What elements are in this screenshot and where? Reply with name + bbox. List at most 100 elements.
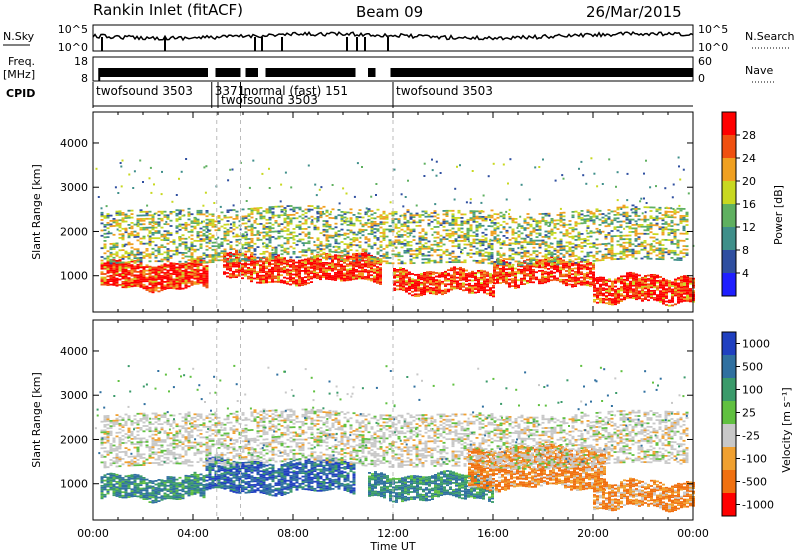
range-gate-cell [115, 263, 119, 266]
range-gate-cell [112, 225, 116, 227]
range-gate-cell [415, 256, 419, 259]
range-gate-cell [526, 264, 529, 266]
range-gate-cell [481, 258, 485, 261]
range-gate-cell [151, 271, 155, 274]
range-gate-cell [471, 292, 474, 294]
range-gate-cell [626, 291, 629, 294]
range-gate-cell [589, 285, 592, 287]
range-gate-cell [334, 240, 338, 243]
range-gate-cell [145, 289, 149, 291]
range-gate-cell [139, 271, 143, 274]
range-gate-cell [682, 220, 686, 223]
range-gate-cell [241, 247, 245, 250]
range-gate-cell [535, 236, 539, 238]
range-gate-cell [334, 272, 337, 274]
range-gate-cell [148, 287, 152, 289]
range-gate-cell [577, 244, 581, 246]
range-gate-cell [646, 254, 650, 256]
range-gate-cell [686, 284, 689, 286]
range-gate-cell [535, 222, 539, 224]
range-gate-cell [196, 236, 200, 239]
range-gate-cell [511, 253, 515, 255]
range-gate-cell [565, 231, 569, 233]
range-gate-cell [157, 269, 161, 272]
range-gate-cell [235, 240, 239, 243]
range-gate-cell [460, 224, 464, 226]
range-gate-cell [265, 250, 269, 253]
range-gate-cell [367, 264, 370, 267]
range-gate-cell [577, 263, 580, 265]
range-gate-cell [175, 273, 179, 276]
range-gate-cell [118, 273, 122, 276]
range-gate-cell [626, 282, 629, 285]
range-gate-cell [571, 246, 575, 249]
range-gate-cell [469, 211, 473, 214]
range-gate-cell [292, 277, 295, 279]
range-gate-cell [674, 278, 677, 281]
range-gate-cell [641, 299, 644, 302]
range-gate-cell [580, 266, 583, 268]
range-gate-cell [620, 282, 623, 285]
range-gate-cell [328, 254, 332, 256]
range-gate-cell [462, 273, 465, 276]
range-gate-cell [683, 277, 686, 279]
range-gate-cell [298, 228, 302, 230]
range-gate-cell [100, 234, 104, 237]
range-gate-cell [625, 234, 629, 237]
range-gate-cell [610, 221, 614, 224]
range-gate-cell [340, 279, 343, 282]
range-gate-cell [307, 240, 311, 243]
range-gate-cell [438, 279, 441, 282]
range-gate-cell [661, 231, 665, 234]
range-gate-cell [608, 289, 611, 291]
range-gate-cell [632, 283, 635, 285]
range-gate-cell [265, 260, 268, 263]
range-gate-cell [379, 258, 383, 261]
range-gate-cell [277, 225, 281, 227]
range-gate-cell [520, 241, 524, 244]
range-gate-cell [574, 281, 577, 284]
range-gate-cell [124, 275, 128, 278]
range-gate-cell [229, 273, 232, 275]
range-gate-cell [202, 268, 206, 271]
range-gate-cell [361, 268, 364, 271]
range-gate-cell [559, 224, 563, 227]
range-gate-cell [604, 255, 608, 258]
range-gate-cell [118, 256, 122, 259]
range-gate-cell [373, 217, 377, 220]
range-gate-cell [268, 261, 271, 264]
range-gate-cell [620, 293, 623, 295]
range-gate-cell [160, 235, 164, 238]
range-gate-cell [130, 252, 134, 254]
range-gate-cell [334, 249, 338, 252]
range-gate-cell [277, 216, 281, 219]
range-gate-cell [178, 243, 182, 245]
range-gate-cell [268, 274, 271, 276]
range-gate-cell [580, 276, 583, 279]
range-gate-cell [121, 254, 125, 257]
range-gate-cell [496, 238, 500, 240]
range-gate-cell [550, 251, 554, 254]
range-gate-cell [250, 211, 254, 214]
range-gate-cell [496, 264, 499, 267]
range-gate-cell [100, 222, 104, 225]
range-gate-cell [133, 277, 137, 280]
range-gate-cell [121, 277, 125, 280]
range-gate-cell [493, 266, 496, 269]
range-gate-cell [466, 229, 470, 232]
range-gate-cell [106, 261, 110, 263]
range-gate-cell [448, 257, 452, 260]
range-gate-cell [611, 284, 614, 286]
range-gate-cell [682, 216, 686, 219]
range-gate-cell [100, 259, 104, 262]
range-gate-cell [106, 278, 110, 281]
range-gate-cell [592, 262, 595, 265]
range-gate-cell [268, 268, 271, 271]
range-gate-cell [596, 278, 599, 281]
range-gate-cell [490, 225, 494, 228]
range-gate-cell [181, 209, 185, 212]
range-gate-cell [280, 228, 284, 231]
range-gate-cell [442, 243, 446, 246]
range-gate-cell [676, 246, 680, 249]
range-gate-cell [352, 265, 355, 268]
